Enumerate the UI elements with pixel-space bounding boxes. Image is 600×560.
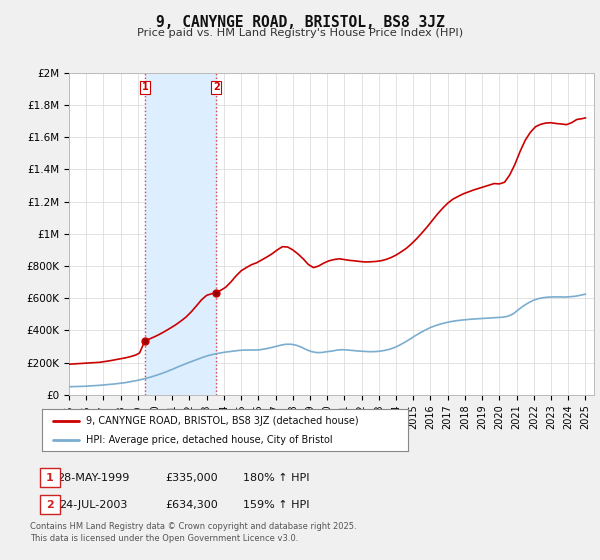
Text: £634,300: £634,300 xyxy=(166,500,218,510)
Text: 9, CANYNGE ROAD, BRISTOL, BS8 3JZ: 9, CANYNGE ROAD, BRISTOL, BS8 3JZ xyxy=(155,15,445,30)
Text: 28-MAY-1999: 28-MAY-1999 xyxy=(57,473,129,483)
Text: 2: 2 xyxy=(213,82,220,92)
Text: 1: 1 xyxy=(46,473,53,483)
Text: 159% ↑ HPI: 159% ↑ HPI xyxy=(243,500,309,510)
Text: 1: 1 xyxy=(142,82,148,92)
Text: 24-JUL-2003: 24-JUL-2003 xyxy=(59,500,127,510)
Text: 180% ↑ HPI: 180% ↑ HPI xyxy=(243,473,309,483)
Bar xyxy=(145,73,216,395)
Text: 9, CANYNGE ROAD, BRISTOL, BS8 3JZ (detached house): 9, CANYNGE ROAD, BRISTOL, BS8 3JZ (detac… xyxy=(86,416,359,426)
Text: HPI: Average price, detached house, City of Bristol: HPI: Average price, detached house, City… xyxy=(86,435,332,445)
Text: Contains HM Land Registry data © Crown copyright and database right 2025.
This d: Contains HM Land Registry data © Crown c… xyxy=(30,522,356,543)
Text: 2: 2 xyxy=(46,500,53,510)
Text: Price paid vs. HM Land Registry's House Price Index (HPI): Price paid vs. HM Land Registry's House … xyxy=(137,28,463,38)
Text: £335,000: £335,000 xyxy=(166,473,218,483)
